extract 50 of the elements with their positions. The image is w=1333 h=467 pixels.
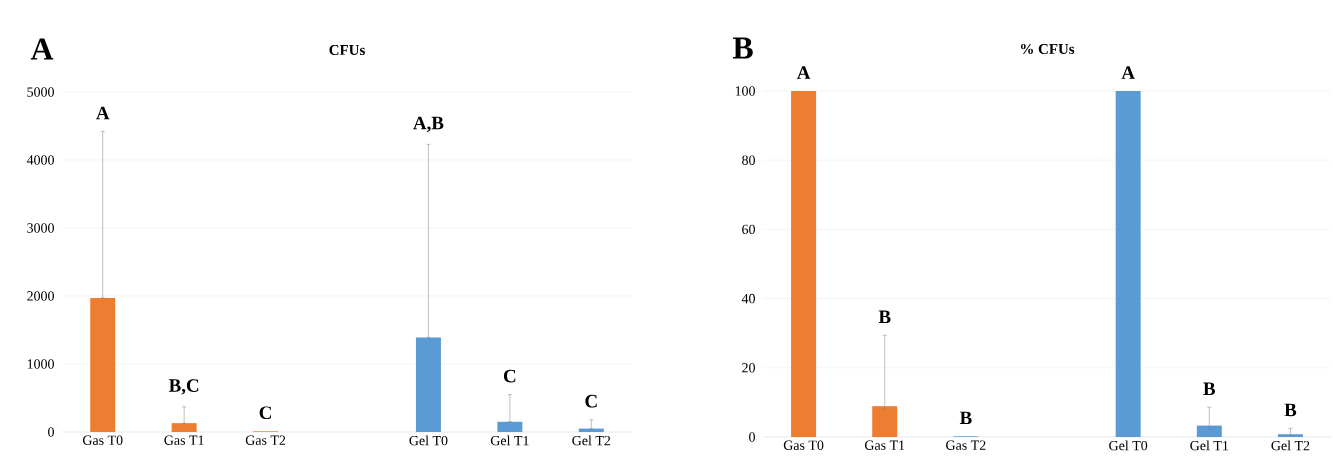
y-tick-label: 0 [48,427,54,437]
y-tick-label: 80 [742,155,755,165]
annotation: B [1284,403,1297,417]
x-tick-label: Gel T1 [1190,440,1229,451]
annotation: A,B [413,116,444,133]
text: A [1121,66,1135,79]
chart-title: CFUs [329,44,365,55]
bar [415,337,441,432]
y-tick-label: 1000 [27,359,54,369]
annotation: B,C [168,379,199,395]
x-tick-label: Gas T0 [82,435,123,445]
annotation: C [585,394,597,408]
bar [497,421,523,432]
bar [1277,434,1303,437]
bar [578,428,604,432]
x-tick-label: Gas T1 [164,435,204,445]
bar [872,406,898,437]
x-tick-label: Gel T0 [409,435,448,446]
annotation: C [503,369,516,383]
annotation: A [96,106,110,120]
y-tick-label: 100 [735,86,755,96]
y-tick-label: 60 [742,224,755,235]
y-tick-label: 3000 [27,223,54,233]
x-tick-label: Gas T0 [783,440,824,450]
annotation: C [259,406,271,420]
x-tick-label: Gel T2 [1271,440,1310,451]
x-tick-label: Gel T2 [572,435,611,446]
annotation: B [959,411,972,425]
y-tick-label: 2000 [27,291,54,301]
annotation: B [878,310,891,324]
bar [1115,90,1141,437]
text: A [796,66,811,79]
x-tick-label: Gel T1 [490,435,529,446]
x-tick-label: Gel T0 [1109,440,1148,451]
bar [90,298,116,432]
annotation: B [1203,382,1216,396]
chart-title: % CFUs [1020,43,1075,55]
y-tick-label: 0 [749,432,755,442]
y-tick-label: 20 [742,363,755,373]
x-tick-label: Gas T2 [245,435,286,445]
y-tick-label: 5000 [27,87,54,97]
text: B [732,37,753,59]
x-tick-label: Gas T2 [946,440,986,450]
text: A [30,38,54,60]
y-tick-label: 4000 [26,155,54,165]
y-tick-label: 40 [741,293,755,304]
x-tick-label: Gas T1 [864,440,905,450]
bar [1196,425,1222,437]
bar [791,90,817,437]
bar [171,423,197,432]
